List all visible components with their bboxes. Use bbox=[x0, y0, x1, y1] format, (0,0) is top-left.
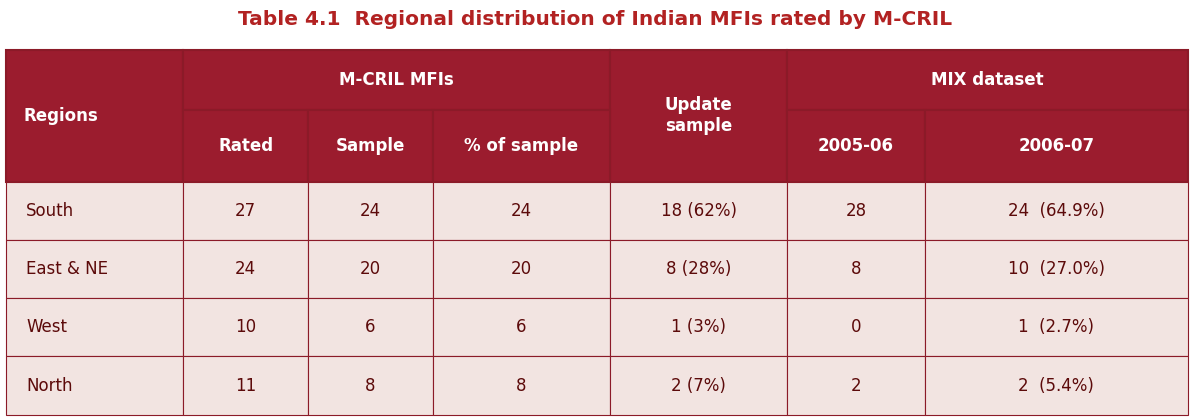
Text: 18 (62%): 18 (62%) bbox=[660, 202, 737, 220]
Text: 24: 24 bbox=[359, 202, 381, 220]
Text: M-CRIL MFIs: M-CRIL MFIs bbox=[339, 71, 453, 89]
Text: 6: 6 bbox=[516, 318, 526, 336]
Text: 24: 24 bbox=[234, 260, 256, 278]
Text: 10  (27.0%): 10 (27.0%) bbox=[1008, 260, 1104, 278]
Bar bbox=[6, 181, 183, 240]
Bar bbox=[308, 111, 433, 181]
Text: 10: 10 bbox=[234, 318, 256, 336]
Text: South: South bbox=[26, 202, 74, 220]
Text: 2  (5.4%): 2 (5.4%) bbox=[1019, 377, 1095, 395]
Text: East & NE: East & NE bbox=[26, 260, 108, 278]
Text: 2005-06: 2005-06 bbox=[818, 137, 894, 155]
Text: 2006-07: 2006-07 bbox=[1019, 137, 1095, 155]
Bar bbox=[787, 240, 925, 298]
Bar bbox=[787, 298, 925, 357]
Bar bbox=[433, 298, 610, 357]
Bar bbox=[433, 240, 610, 298]
Bar bbox=[308, 298, 433, 357]
Text: West: West bbox=[26, 318, 67, 336]
Bar bbox=[6, 298, 183, 357]
Bar bbox=[6, 357, 183, 415]
Text: MIX dataset: MIX dataset bbox=[931, 71, 1044, 89]
Bar bbox=[308, 240, 433, 298]
Bar bbox=[610, 50, 787, 181]
Bar bbox=[308, 357, 433, 415]
Text: Table 4.1  Regional distribution of Indian MFIs rated by M-CRIL: Table 4.1 Regional distribution of India… bbox=[238, 10, 952, 29]
Bar bbox=[433, 357, 610, 415]
Bar bbox=[787, 181, 925, 240]
Text: 2 (7%): 2 (7%) bbox=[671, 377, 726, 395]
Bar bbox=[183, 298, 308, 357]
Text: 24  (64.9%): 24 (64.9%) bbox=[1008, 202, 1104, 220]
Bar bbox=[433, 111, 610, 181]
Text: 1 (3%): 1 (3%) bbox=[671, 318, 726, 336]
Text: 24: 24 bbox=[511, 202, 532, 220]
Text: Regions: Regions bbox=[24, 107, 99, 125]
Bar bbox=[183, 240, 308, 298]
Bar bbox=[925, 111, 1188, 181]
Bar bbox=[610, 298, 787, 357]
Text: 27: 27 bbox=[234, 202, 256, 220]
Text: 20: 20 bbox=[359, 260, 381, 278]
Bar bbox=[183, 181, 308, 240]
Bar bbox=[787, 111, 925, 181]
Bar bbox=[6, 240, 183, 298]
Text: North: North bbox=[26, 377, 73, 395]
Bar bbox=[6, 50, 183, 181]
Bar bbox=[925, 298, 1188, 357]
Text: 20: 20 bbox=[511, 260, 532, 278]
Text: 8 (28%): 8 (28%) bbox=[666, 260, 731, 278]
Text: 8: 8 bbox=[851, 260, 862, 278]
Text: 6: 6 bbox=[365, 318, 376, 336]
Bar bbox=[787, 50, 1188, 111]
Text: 1  (2.7%): 1 (2.7%) bbox=[1019, 318, 1095, 336]
Text: 2: 2 bbox=[851, 377, 862, 395]
Text: 11: 11 bbox=[234, 377, 256, 395]
Text: 28: 28 bbox=[846, 202, 866, 220]
Bar bbox=[925, 240, 1188, 298]
Text: % of sample: % of sample bbox=[464, 137, 578, 155]
Text: Update
sample: Update sample bbox=[665, 96, 732, 135]
Text: 0: 0 bbox=[851, 318, 862, 336]
Bar bbox=[183, 50, 610, 111]
Text: Rated: Rated bbox=[218, 137, 274, 155]
Bar bbox=[610, 181, 787, 240]
Bar bbox=[610, 357, 787, 415]
Text: 8: 8 bbox=[365, 377, 376, 395]
Bar bbox=[183, 357, 308, 415]
Bar bbox=[433, 181, 610, 240]
Bar bbox=[183, 111, 308, 181]
Bar bbox=[925, 181, 1188, 240]
Text: 8: 8 bbox=[516, 377, 526, 395]
Bar bbox=[308, 181, 433, 240]
Bar bbox=[925, 357, 1188, 415]
Bar bbox=[610, 240, 787, 298]
Bar bbox=[787, 357, 925, 415]
Text: Sample: Sample bbox=[336, 137, 405, 155]
